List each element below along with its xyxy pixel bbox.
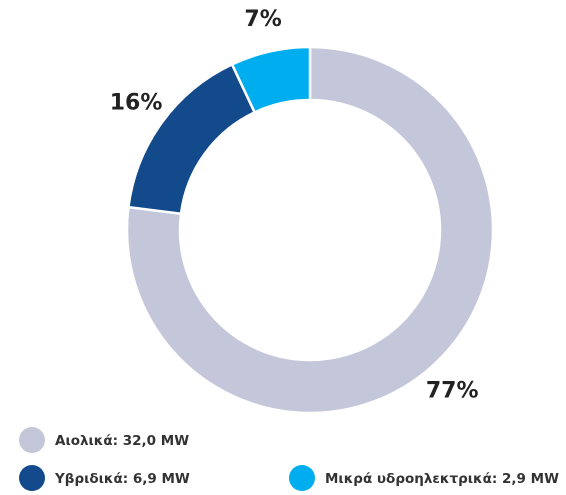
donut-segment — [127, 62, 257, 216]
legend-swatch — [289, 465, 315, 491]
value-label: 77% — [426, 378, 479, 403]
donut-segment — [125, 45, 495, 415]
value-label: 16% — [110, 91, 163, 116]
legend-label: Υβριδικά: 6,9 MW — [54, 471, 190, 487]
legend-swatch — [19, 427, 45, 453]
donut-segment — [230, 45, 312, 115]
legend-swatch — [19, 465, 45, 491]
value-label: 7% — [244, 7, 281, 32]
legend-label: Μικρά υδροηλεκτρικά: 2,9 MW — [325, 471, 559, 487]
legend-label: Αιολικά: 32,0 MW — [55, 433, 189, 449]
